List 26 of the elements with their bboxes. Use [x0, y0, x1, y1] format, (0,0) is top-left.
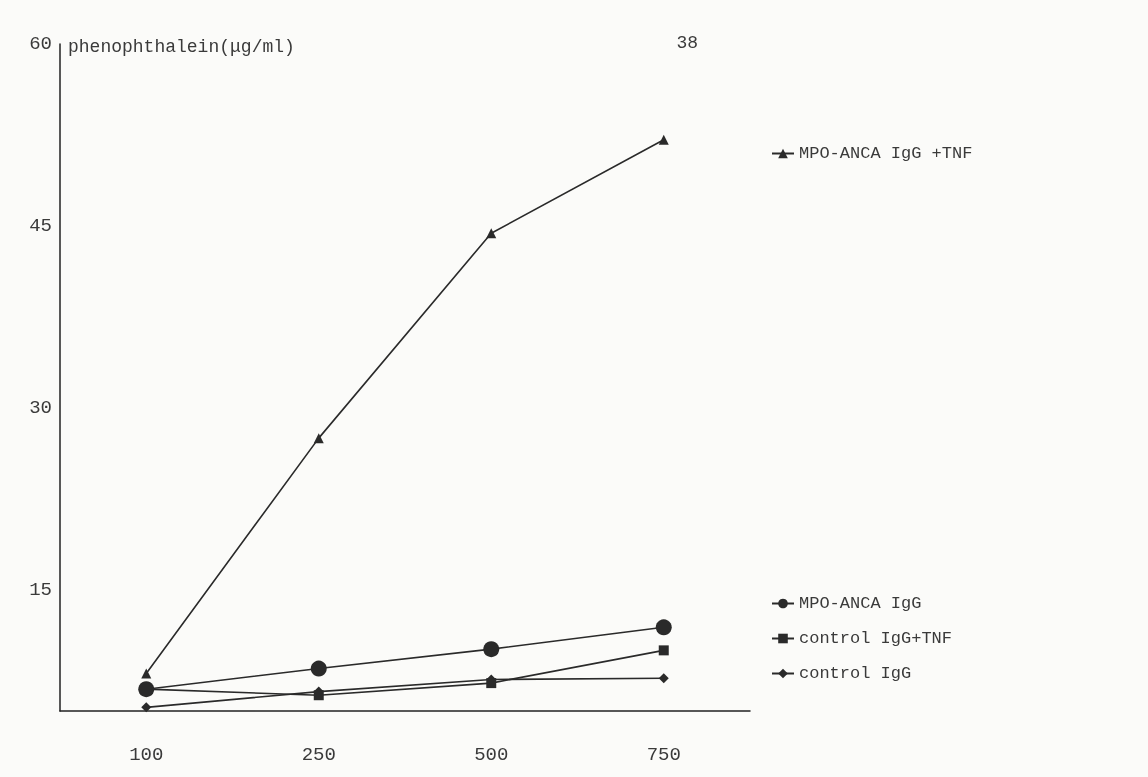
point [310, 660, 327, 677]
x-tick-label: 100 [129, 743, 164, 766]
x-tick-label: 750 [646, 743, 681, 766]
point [486, 678, 497, 689]
point [313, 690, 324, 701]
point [141, 668, 152, 679]
x-tick-label: 250 [301, 743, 336, 766]
legend-label: control IgG+TNF [799, 629, 953, 648]
y-tick-label: 30 [29, 396, 52, 419]
y-tick-label: 15 [29, 578, 52, 601]
legend-label: MPO-ANCA IgG +TNF [799, 144, 973, 163]
point [483, 641, 500, 658]
y-tick-label: 45 [29, 214, 52, 237]
point [658, 645, 669, 656]
x-tick-label: 500 [474, 743, 509, 766]
point [141, 702, 152, 713]
y-axis-title: phenophthalein(μg/ml) [68, 37, 295, 57]
legend-label: MPO-ANCA IgG [799, 594, 922, 613]
y-tick-label: 60 [29, 33, 52, 55]
legend-label: control IgG [799, 664, 912, 683]
point [486, 228, 497, 239]
point [655, 619, 672, 636]
annotation: 38 [676, 33, 699, 53]
point [313, 433, 324, 444]
point [658, 134, 669, 145]
point [658, 673, 669, 684]
